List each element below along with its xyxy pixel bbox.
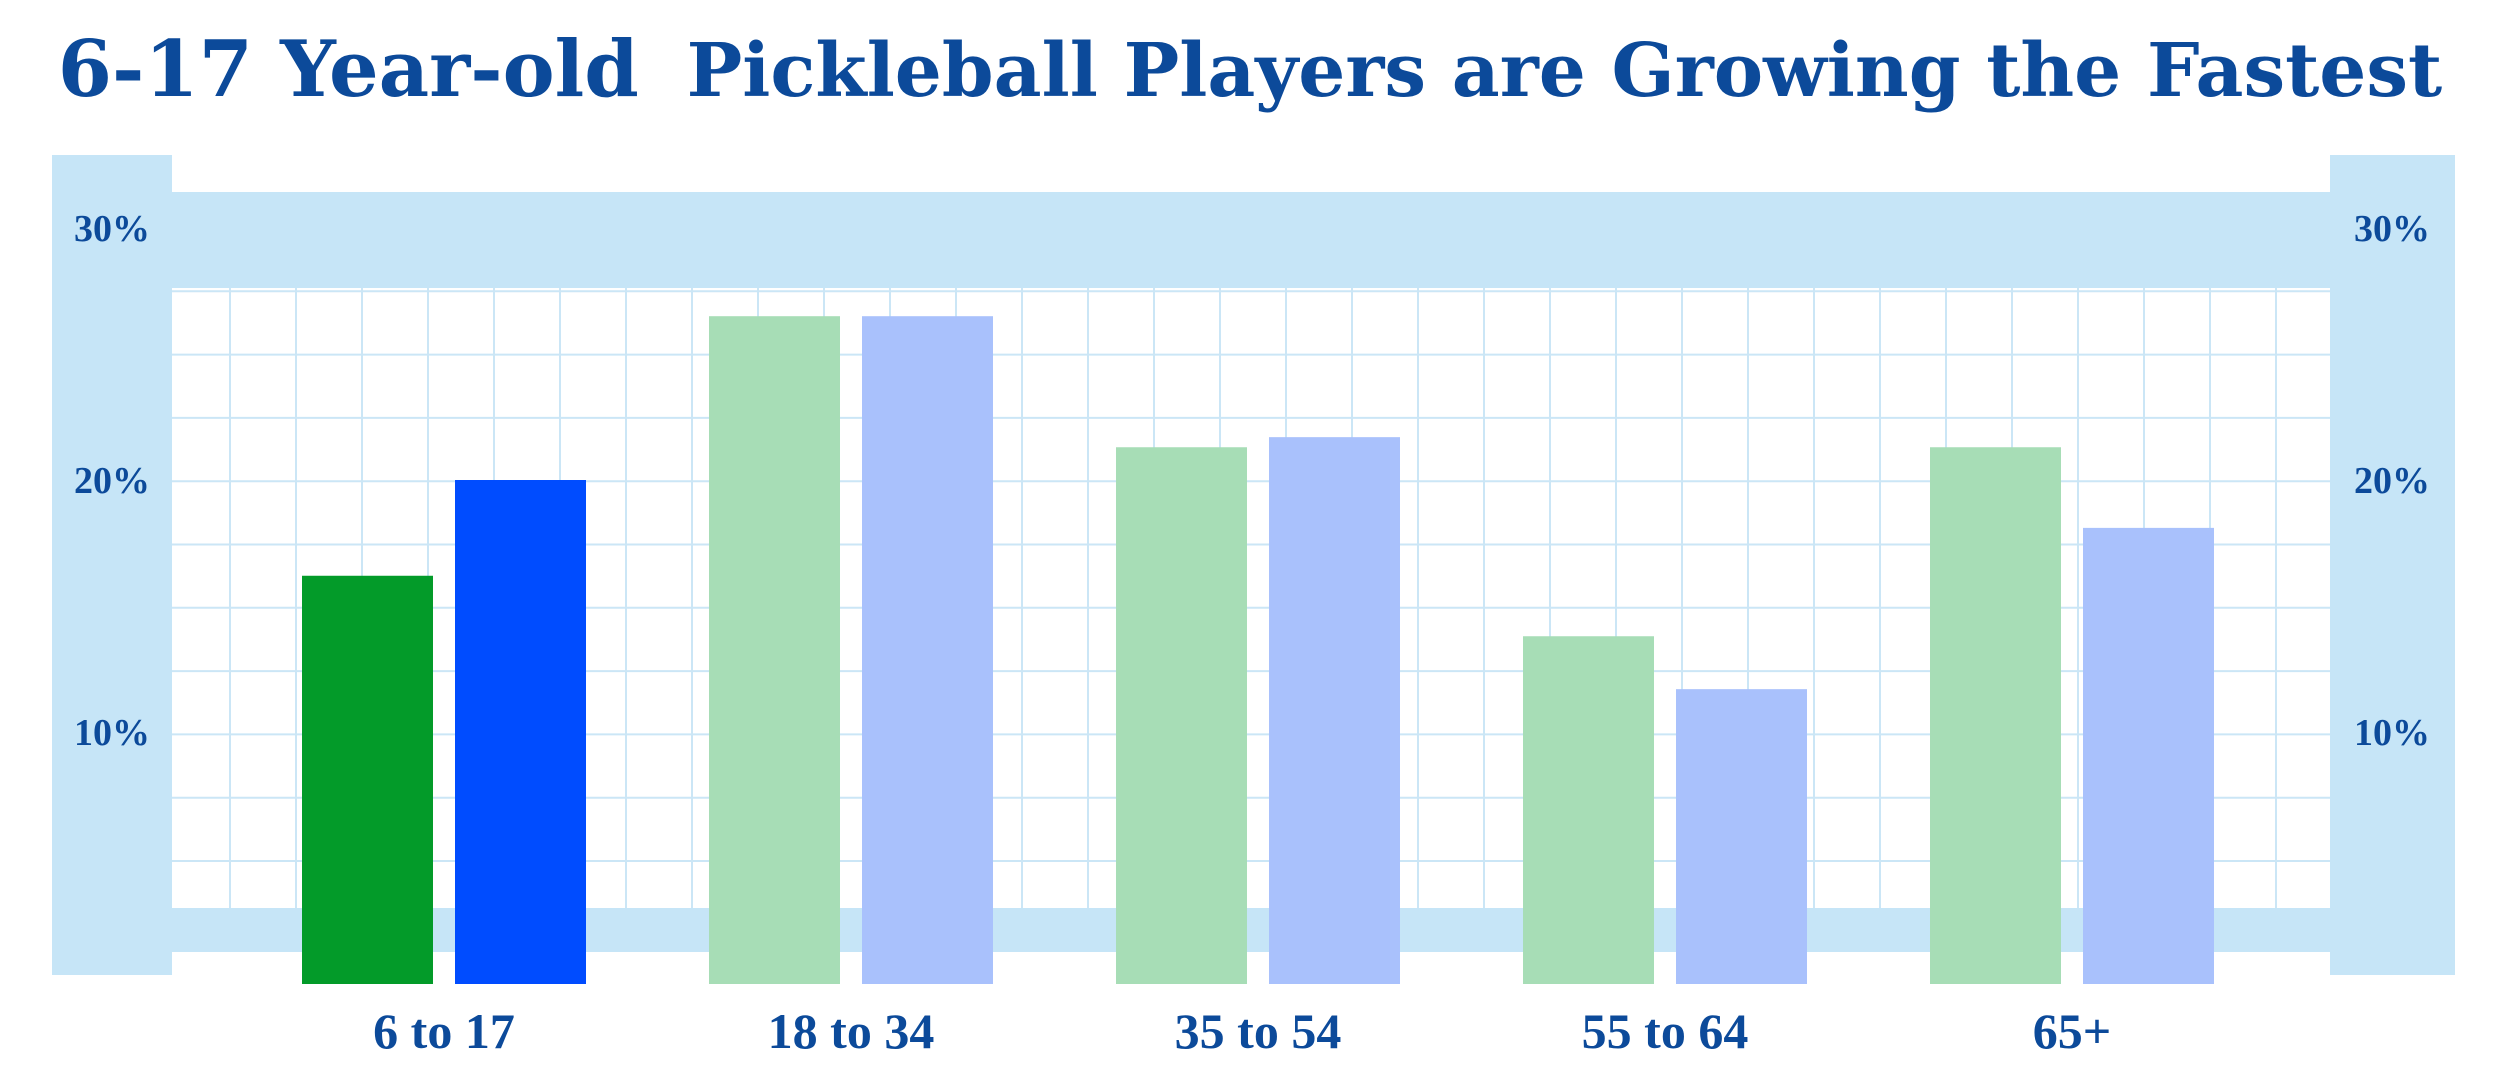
y-tick-label-right: 30% [2354,208,2430,250]
x-tick-label: 6 to 17 [373,1003,515,1059]
chart-title-rest: Pickleball Players are Growing the Faste… [687,28,2443,114]
y-tick-label-left: 10% [74,712,150,754]
bar-6-to-17-series-2 [455,480,586,984]
top-band [172,192,2330,288]
chart-title: 6-17 Year-old Pickleball Players are Gro… [58,24,2442,115]
bar-55-to-64-series-2 [1676,689,1807,984]
bars [302,316,2214,984]
chart-title-emphasis: 6-17 Year-old [58,24,639,115]
bar-65plus-series-1 [1930,447,2061,984]
x-tick-label: 18 to 34 [768,1003,935,1059]
right-post [2330,155,2455,975]
y-tick-label-left: 30% [74,208,150,250]
x-category-labels: 6 to 17 18 to 34 35 to 54 55 to 64 65+ [373,1003,2111,1059]
left-post [52,155,172,975]
y-tick-label-right: 20% [2354,460,2430,502]
bar-35-to-54-series-2 [1269,437,1400,984]
x-tick-label: 65+ [2033,1003,2112,1059]
bar-55-to-64-series-1 [1523,636,1654,984]
bar-65plus-series-2 [2083,527,2214,984]
bar-35-to-54-series-1 [1116,447,1247,984]
x-tick-label: 35 to 54 [1175,1003,1342,1059]
bar-18-to-34-series-1 [709,316,840,984]
y-tick-label-left: 20% [74,460,150,502]
x-tick-label: 55 to 64 [1582,1003,1749,1059]
bar-6-to-17-series-1 [302,575,433,984]
y-ticks-left: 10% 20% 30% [74,208,150,754]
y-tick-label-right: 10% [2354,712,2430,754]
bar-18-to-34-series-2 [862,316,993,984]
y-ticks-right: 10% 20% 30% [2354,208,2430,754]
